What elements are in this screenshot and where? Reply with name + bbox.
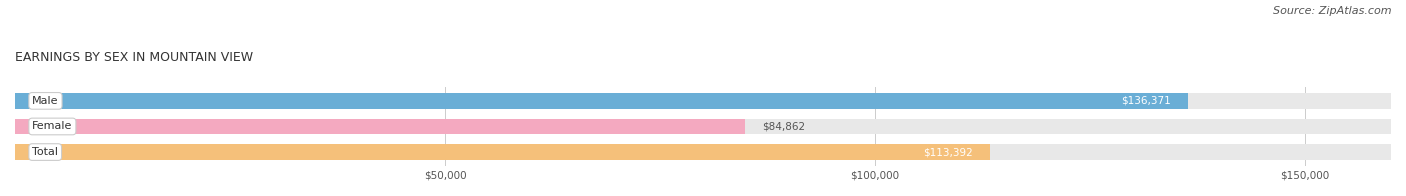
Bar bbox=[15, 93, 1188, 109]
Bar bbox=[15, 119, 745, 134]
Text: EARNINGS BY SEX IN MOUNTAIN VIEW: EARNINGS BY SEX IN MOUNTAIN VIEW bbox=[15, 51, 253, 64]
Text: Total: Total bbox=[32, 147, 58, 157]
Text: $84,862: $84,862 bbox=[762, 122, 806, 132]
Bar bbox=[15, 93, 1391, 109]
Bar bbox=[15, 119, 1391, 134]
Bar bbox=[15, 144, 990, 160]
Text: $113,392: $113,392 bbox=[924, 147, 973, 157]
Text: Female: Female bbox=[32, 122, 73, 132]
Text: Male: Male bbox=[32, 96, 59, 106]
Bar bbox=[15, 144, 1391, 160]
Text: $136,371: $136,371 bbox=[1121, 96, 1171, 106]
Text: Source: ZipAtlas.com: Source: ZipAtlas.com bbox=[1274, 6, 1392, 16]
